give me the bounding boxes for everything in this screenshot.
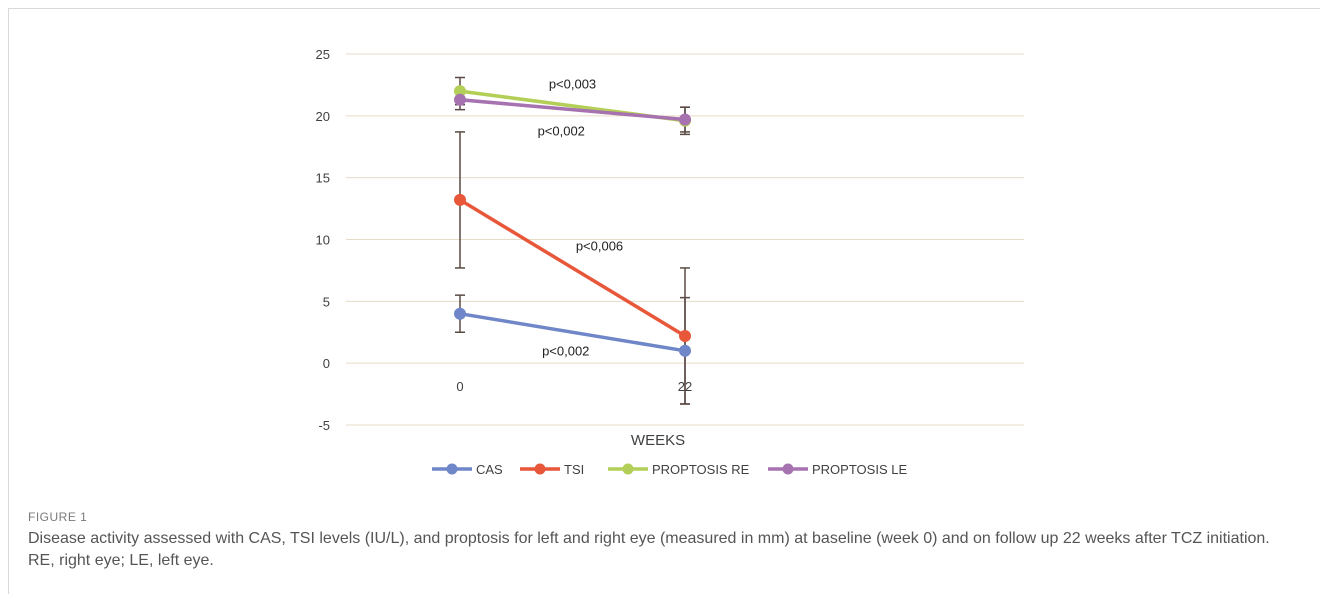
annotations: p<0,003 p<0,002 p<0,006 p<0,002	[538, 77, 624, 359]
x-tick-labels: 0 22	[456, 379, 692, 394]
figure-frame	[8, 8, 1320, 594]
series-line-proptosis-le	[459, 98, 686, 122]
y-tick-label: -5	[318, 418, 330, 433]
y-tick-labels: -5 0 5 10 15 20 25	[316, 47, 330, 433]
legend: CAS TSI PROPTOSIS RE PROPTOSIS LE	[432, 462, 907, 477]
y-tick-label: 25	[316, 47, 330, 62]
data-point-proptosis-le	[454, 93, 466, 106]
p-value-annotation: p<0,002	[542, 344, 589, 359]
legend-swatch-marker	[622, 463, 634, 475]
y-tick-label: 0	[323, 356, 330, 371]
y-tick-label: 15	[316, 171, 330, 186]
legend-label: PROPTOSIS RE	[652, 462, 750, 477]
data-point-tsi	[679, 329, 691, 342]
x-tick-label: 0	[456, 379, 463, 394]
data-point-tsi	[454, 193, 466, 206]
p-value-annotation: p<0,003	[549, 77, 596, 92]
data-point-cas	[679, 344, 691, 357]
figure-caption: Disease activity assessed with CAS, TSI …	[28, 530, 1270, 569]
series-line-tsi	[459, 198, 686, 338]
y-tick-label: 5	[323, 294, 330, 309]
series-line-cas	[459, 311, 686, 353]
y-tick-label: 10	[316, 233, 330, 248]
legend-label: CAS	[476, 462, 503, 477]
legend-swatch-marker	[782, 463, 794, 475]
series-lines	[454, 85, 691, 357]
legend-label: PROPTOSIS LE	[812, 462, 907, 477]
data-point-cas	[454, 307, 466, 320]
y-tick-label: 20	[316, 109, 330, 124]
legend-swatch-marker	[446, 463, 458, 475]
legend-swatch-marker	[534, 463, 546, 475]
p-value-annotation: p<0,002	[538, 124, 585, 139]
data-point-proptosis-le	[679, 113, 691, 126]
x-axis-label: WEEKS	[631, 432, 685, 449]
legend-label: TSI	[564, 462, 584, 477]
p-value-annotation: p<0,006	[576, 239, 623, 254]
figure-label: FIGURE 1	[28, 510, 88, 524]
